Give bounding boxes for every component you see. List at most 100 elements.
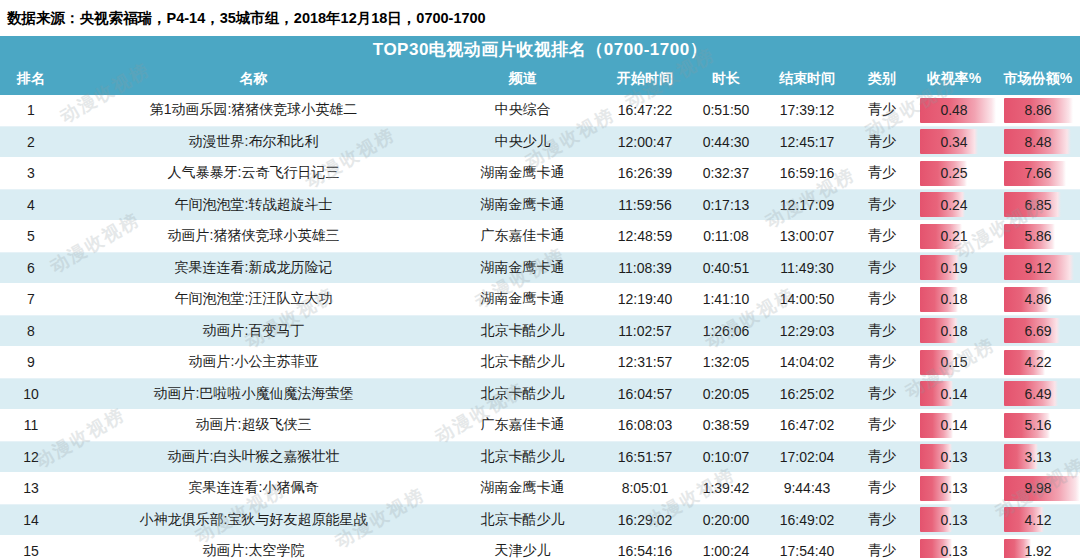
cell-start-time: 16:47:22 <box>600 102 690 118</box>
cell-rank: 15 <box>0 543 62 558</box>
cell-end-time: 13:00:07 <box>762 228 852 244</box>
ratings-table-page: 数据来源：央视索福瑞，P4-14，35城市组，2018年12月18日，0700-… <box>0 0 1080 558</box>
cell-end-time: 17:39:12 <box>762 102 852 118</box>
value-label: 9.98 <box>996 473 1080 504</box>
table-row: 6宾果连连看:新成龙历险记湖南金鹰卡通11:08:390:40:5111:49:… <box>0 253 1080 285</box>
cell-program-name: 宾果连连看:小猪佩奇 <box>62 479 445 497</box>
cell-duration: 0:20:05 <box>690 386 762 402</box>
value-label: 0.15 <box>912 347 996 378</box>
cell-end-time: 14:00:50 <box>762 291 852 307</box>
cell-program-name: 宾果连连看:新成龙历险记 <box>62 259 445 277</box>
cell-program-name: 小神龙俱乐部:宝狄与好友超原能星战 <box>62 511 445 529</box>
cell-program-name: 午间泡泡堂:汪汪队立大功 <box>62 290 445 308</box>
cell-rank: 2 <box>0 134 62 150</box>
cell-rating: 0.13 <box>912 442 996 473</box>
cell-rating: 0.24 <box>912 190 996 221</box>
cell-channel: 湖南金鹰卡通 <box>445 196 600 214</box>
cell-duration: 1:26:06 <box>690 323 762 339</box>
cell-rank: 10 <box>0 386 62 402</box>
value-label: 0.13 <box>912 442 996 473</box>
cell-channel: 北京卡酷少儿 <box>445 511 600 529</box>
cell-duration: 0:11:08 <box>690 228 762 244</box>
cell-rank: 11 <box>0 417 62 433</box>
value-label: 0.14 <box>912 410 996 441</box>
table-body: 1第1动画乐园:猪猪侠竞球小英雄二中央综合16:47:220:51:5017:3… <box>0 95 1080 558</box>
cell-start-time: 12:00:47 <box>600 134 690 150</box>
cell-channel: 湖南金鹰卡通 <box>445 164 600 182</box>
cell-channel: 广东嘉佳卡通 <box>445 416 600 434</box>
value-label: 3.13 <box>996 442 1080 473</box>
cell-duration: 0:17:13 <box>690 197 762 213</box>
value-label: 5.86 <box>996 221 1080 252</box>
cell-category: 青少 <box>852 385 912 403</box>
table-row: 11动画片:超级飞侠三广东嘉佳卡通16:08:030:38:5916:47:02… <box>0 410 1080 442</box>
value-label: 7.66 <box>996 158 1080 189</box>
column-header: 排名 <box>0 70 62 88</box>
cell-channel: 北京卡酷少儿 <box>445 353 600 371</box>
cell-market-share: 4.22 <box>996 347 1080 378</box>
cell-channel: 湖南金鹰卡通 <box>445 259 600 277</box>
table-header-row: 排名名称频道开始时间时长结束时间类别收视率%市场份额% <box>0 62 1080 95</box>
cell-rating: 0.14 <box>912 410 996 441</box>
value-label: 0.13 <box>912 505 996 536</box>
cell-program-name: 人气暴暴牙:云奇飞行日记三 <box>62 164 445 182</box>
cell-start-time: 12:19:40 <box>600 291 690 307</box>
cell-rank: 6 <box>0 260 62 276</box>
cell-channel: 中央少儿 <box>445 133 600 151</box>
cell-channel: 广东嘉佳卡通 <box>445 227 600 245</box>
cell-start-time: 16:29:02 <box>600 512 690 528</box>
table-row: 10动画片:巴啦啦小魔仙魔法海萤堡北京卡酷少儿16:04:570:20:0516… <box>0 379 1080 411</box>
cell-start-time: 16:54:16 <box>600 543 690 558</box>
cell-program-name: 动画片:猪猪侠竞球小英雄三 <box>62 227 445 245</box>
cell-program-name: 午间泡泡堂:转战超旋斗士 <box>62 196 445 214</box>
cell-category: 青少 <box>852 133 912 151</box>
cell-market-share: 4.86 <box>996 284 1080 315</box>
value-label: 4.12 <box>996 505 1080 536</box>
value-label: 0.19 <box>912 253 996 284</box>
table-row: 3人气暴暴牙:云奇飞行日记三湖南金鹰卡通16:26:390:32:3716:59… <box>0 158 1080 190</box>
value-label: 0.24 <box>912 190 996 221</box>
value-label: 9.12 <box>996 253 1080 284</box>
cell-category: 青少 <box>852 290 912 308</box>
table-row: 8动画片:百变马丁北京卡酷少儿11:02:571:26:0612:29:03青少… <box>0 316 1080 348</box>
cell-rank: 8 <box>0 323 62 339</box>
cell-start-time: 16:04:57 <box>600 386 690 402</box>
cell-category: 青少 <box>852 511 912 529</box>
value-label: 6.85 <box>996 190 1080 221</box>
cell-end-time: 9:44:43 <box>762 480 852 496</box>
cell-duration: 0:51:50 <box>690 102 762 118</box>
table-row: 5动画片:猪猪侠竞球小英雄三广东嘉佳卡通12:48:590:11:0813:00… <box>0 221 1080 253</box>
value-label: 0.18 <box>912 284 996 315</box>
cell-start-time: 11:08:39 <box>600 260 690 276</box>
cell-start-time: 16:08:03 <box>600 417 690 433</box>
cell-duration: 0:44:30 <box>690 134 762 150</box>
table-row: 14小神龙俱乐部:宝狄与好友超原能星战北京卡酷少儿16:29:020:20:00… <box>0 505 1080 537</box>
cell-channel: 湖南金鹰卡通 <box>445 479 600 497</box>
cell-category: 青少 <box>852 542 912 558</box>
cell-category: 青少 <box>852 479 912 497</box>
cell-end-time: 16:25:02 <box>762 386 852 402</box>
cell-rating: 0.48 <box>912 95 996 126</box>
value-label: 4.22 <box>996 347 1080 378</box>
cell-duration: 0:38:59 <box>690 417 762 433</box>
cell-end-time: 17:54:40 <box>762 543 852 558</box>
column-header: 时长 <box>690 70 762 88</box>
cell-market-share: 7.66 <box>996 158 1080 189</box>
table-row: 2动漫世界:布尔和比利中央少儿12:00:470:44:3012:45:17青少… <box>0 127 1080 159</box>
cell-channel: 中央综合 <box>445 101 600 119</box>
cell-rating: 0.25 <box>912 158 996 189</box>
cell-market-share: 6.69 <box>996 316 1080 347</box>
cell-category: 青少 <box>852 164 912 182</box>
cell-category: 青少 <box>852 227 912 245</box>
cell-end-time: 16:47:02 <box>762 417 852 433</box>
cell-category: 青少 <box>852 259 912 277</box>
cell-end-time: 17:02:04 <box>762 449 852 465</box>
value-label: 0.18 <box>912 316 996 347</box>
cell-rating: 0.18 <box>912 284 996 315</box>
cell-program-name: 动画片:超级飞侠三 <box>62 416 445 434</box>
cell-program-name: 动画片:百变马丁 <box>62 322 445 340</box>
cell-start-time: 16:26:39 <box>600 165 690 181</box>
cell-rank: 9 <box>0 354 62 370</box>
cell-end-time: 16:59:16 <box>762 165 852 181</box>
value-label: 8.86 <box>996 95 1080 126</box>
